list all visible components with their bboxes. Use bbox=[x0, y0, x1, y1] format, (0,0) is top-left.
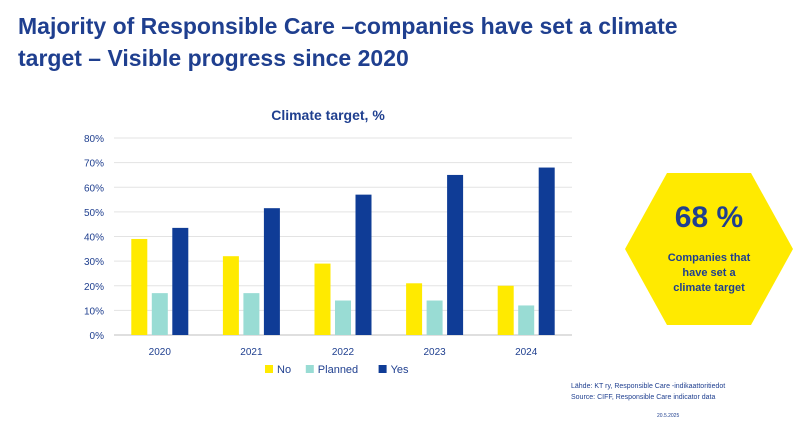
bar-planned-2024 bbox=[518, 305, 535, 335]
bar-no-2024 bbox=[497, 285, 514, 335]
y-tick-label: 10% bbox=[84, 306, 104, 317]
bar-no-2022 bbox=[314, 263, 331, 335]
source-line-fi: Lähde: KT ry, Responsible Care -indikaat… bbox=[571, 383, 726, 390]
slide-title: Majority of Responsible Care –companies … bbox=[18, 10, 778, 74]
x-tick-label: 2023 bbox=[423, 347, 446, 358]
legend-label-no: No bbox=[277, 364, 291, 376]
y-tick-label: 20% bbox=[84, 282, 104, 293]
bar-yes-2024 bbox=[538, 167, 555, 335]
legend-swatch-no bbox=[265, 365, 273, 373]
legend-label-yes: Yes bbox=[391, 364, 409, 376]
bar-planned-2020 bbox=[151, 293, 168, 335]
chart-title: Climate target, % bbox=[271, 107, 385, 123]
legend-swatch-planned bbox=[305, 365, 314, 373]
x-tick-label: 2020 bbox=[149, 347, 172, 358]
bar-no-2020 bbox=[131, 238, 148, 335]
bar-planned-2023 bbox=[426, 300, 443, 335]
y-tick-label: 80% bbox=[84, 134, 104, 145]
chart-bars bbox=[131, 167, 555, 335]
slide-title-line-1: Majority of Responsible Care –companies … bbox=[18, 13, 678, 39]
hexagon-shape bbox=[625, 173, 793, 325]
chart-axes: 0% 10% 20% 30% 40% 50% 60% 70% 80% 2020 2021 2022 20… bbox=[84, 134, 538, 358]
source-line-en: Source: CIFF, Responsible Care indicator… bbox=[571, 394, 716, 401]
bar-yes-2023 bbox=[447, 174, 464, 335]
bar-no-2021 bbox=[222, 256, 239, 335]
legend-swatch-yes bbox=[378, 365, 387, 373]
highlight-caption-line: climate target bbox=[673, 282, 745, 294]
bar-no-2023 bbox=[406, 283, 423, 335]
y-tick-label: 60% bbox=[84, 183, 104, 194]
highlight-hexagon: 68 % Companies that have set a climate t… bbox=[625, 173, 793, 325]
bar-planned-2022 bbox=[335, 300, 351, 335]
x-tick-label: 2021 bbox=[240, 347, 263, 358]
highlight-caption-line: Companies that bbox=[667, 252, 751, 264]
slide-title-line-2: target – Visible progress since 2020 bbox=[18, 45, 409, 71]
y-tick-label: 50% bbox=[84, 208, 104, 219]
x-tick-label: 2024 bbox=[515, 347, 538, 358]
chart-grid bbox=[114, 137, 572, 336]
chart-legend: No Planned Yes bbox=[265, 364, 409, 376]
legend-label-planned: Planned bbox=[318, 364, 358, 376]
bar-planned-2021 bbox=[243, 293, 260, 335]
highlight-value: 68 % bbox=[674, 201, 744, 234]
slide-date: 20.5.2025 bbox=[657, 413, 680, 419]
x-tick-label: 2022 bbox=[332, 347, 355, 358]
bar-yes-2022 bbox=[355, 194, 372, 335]
y-tick-label: 30% bbox=[84, 257, 104, 268]
y-tick-label: 40% bbox=[84, 233, 104, 244]
y-tick-label: 70% bbox=[84, 159, 104, 170]
bar-yes-2020 bbox=[172, 227, 189, 335]
sources: Lähde: KT ry, Responsible Care -indikaat… bbox=[571, 381, 725, 403]
highlight-caption: Companies that have set a climate target bbox=[649, 251, 769, 296]
y-tick-label: 0% bbox=[90, 331, 105, 342]
bar-yes-2021 bbox=[263, 208, 280, 335]
highlight-caption-line: have set a bbox=[682, 267, 736, 279]
